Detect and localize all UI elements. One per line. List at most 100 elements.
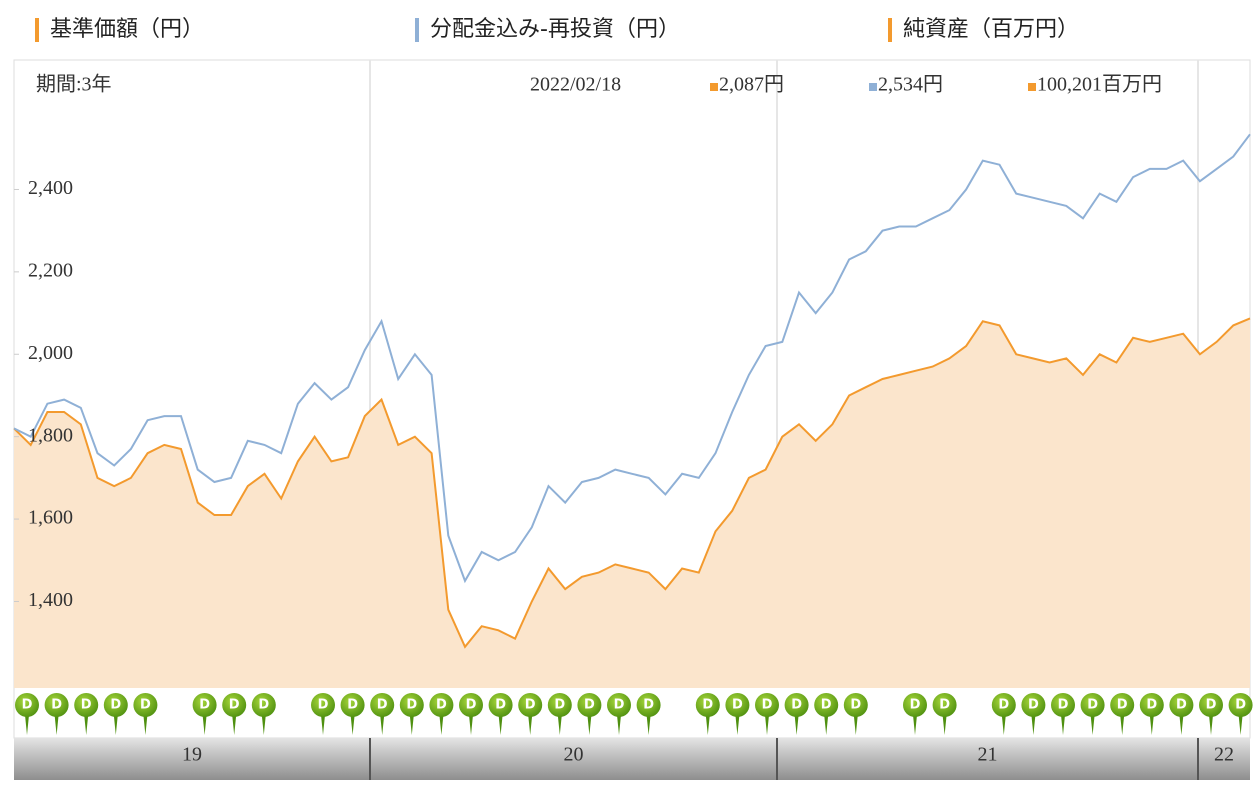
dividend-label: D bbox=[614, 698, 625, 713]
dividend-label: D bbox=[229, 698, 240, 713]
dividend-pin bbox=[113, 715, 118, 735]
dividend-pin bbox=[1001, 715, 1006, 735]
dividend-label: D bbox=[643, 698, 654, 713]
dividend-pin bbox=[409, 715, 414, 735]
dividend-label: D bbox=[850, 698, 861, 713]
dividend-marker bbox=[636, 693, 661, 717]
dividend-marker bbox=[903, 693, 927, 717]
dividend-marker bbox=[74, 693, 99, 717]
dividend-label: D bbox=[910, 698, 921, 713]
dividend-pin bbox=[1149, 715, 1154, 735]
dividend-pin bbox=[350, 715, 355, 735]
dividend-marker bbox=[429, 693, 454, 717]
dividend-label: D bbox=[1206, 698, 1217, 713]
dividend-marker bbox=[340, 693, 365, 717]
dividend-pin bbox=[587, 715, 592, 735]
dividend-marker bbox=[370, 693, 395, 717]
dividend-pin bbox=[1120, 715, 1125, 735]
dividend-label: D bbox=[762, 698, 773, 713]
legend-swatch bbox=[869, 83, 877, 91]
legend-value: 2,534円 bbox=[878, 74, 943, 96]
x-tick-label: 19 bbox=[182, 744, 202, 766]
dividend-marker bbox=[547, 693, 572, 717]
period-label: 期間:3年 bbox=[36, 73, 112, 96]
dividend-marker bbox=[725, 693, 750, 717]
x-tick-label: 22 bbox=[1214, 744, 1234, 766]
header-bar bbox=[35, 18, 39, 42]
dividend-label: D bbox=[1146, 698, 1157, 713]
dividend-marker bbox=[311, 693, 335, 717]
dividend-marker bbox=[1199, 693, 1223, 717]
header-label: 純資産（百万円） bbox=[903, 17, 1079, 42]
dividend-label: D bbox=[998, 698, 1009, 713]
series-line bbox=[13, 133, 1251, 584]
y-tick-label: 2,200 bbox=[28, 259, 73, 281]
dividend-pin bbox=[705, 715, 710, 735]
legend-swatch bbox=[710, 83, 718, 91]
dividend-marker bbox=[15, 693, 39, 717]
dividend-label: D bbox=[436, 698, 447, 713]
dividend-label: D bbox=[1117, 698, 1128, 713]
dividend-pin bbox=[824, 715, 829, 735]
dividend-label: D bbox=[1087, 698, 1098, 713]
dividend-marker bbox=[103, 693, 128, 717]
dividend-label: D bbox=[110, 698, 121, 713]
dividend-label: D bbox=[495, 698, 506, 713]
dividend-pin bbox=[232, 715, 237, 735]
dividend-marker bbox=[1169, 693, 1194, 717]
year-band bbox=[1198, 738, 1250, 780]
dividend-marker bbox=[1051, 693, 1075, 717]
dividend-pin bbox=[54, 715, 59, 735]
dividend-label: D bbox=[140, 698, 151, 713]
y-tick-label: 2,000 bbox=[28, 342, 73, 364]
dividend-pin bbox=[1209, 715, 1213, 735]
dividend-marker bbox=[133, 693, 158, 717]
dividend-label: D bbox=[199, 698, 210, 713]
dividend-label: D bbox=[791, 698, 802, 713]
dividend-marker bbox=[1021, 693, 1046, 717]
dividend-label: D bbox=[22, 698, 33, 713]
dividend-pin bbox=[469, 715, 473, 735]
dividend-marker bbox=[459, 693, 483, 717]
series-line bbox=[13, 317, 1251, 649]
dividend-pin bbox=[84, 715, 89, 735]
dividend-pin bbox=[942, 715, 947, 735]
dividend-marker bbox=[843, 693, 868, 717]
dividend-pin bbox=[913, 715, 917, 735]
dividend-label: D bbox=[821, 698, 832, 713]
dividend-marker bbox=[44, 693, 69, 717]
date-label: 2022/02/18 bbox=[530, 74, 621, 96]
dividend-label: D bbox=[347, 698, 358, 713]
dividend-pin bbox=[261, 715, 266, 735]
legend-value: 100,201百万円 bbox=[1037, 74, 1162, 96]
dividend-marker bbox=[695, 693, 720, 717]
header-bar bbox=[888, 18, 892, 42]
dividend-label: D bbox=[939, 698, 950, 713]
dividend-pin bbox=[528, 715, 533, 735]
dividend-pin bbox=[794, 715, 799, 735]
dividend-label: D bbox=[702, 698, 713, 713]
dividend-pin bbox=[1031, 715, 1036, 735]
dividend-marker bbox=[755, 693, 779, 717]
year-band bbox=[777, 738, 1198, 780]
dividend-label: D bbox=[318, 698, 329, 713]
header-label: 基準価額（円） bbox=[50, 17, 204, 42]
dividend-pin bbox=[1090, 715, 1095, 735]
x-tick-label: 21 bbox=[978, 744, 998, 766]
dividend-pin bbox=[1061, 715, 1065, 735]
dividend-label: D bbox=[732, 698, 743, 713]
dividend-marker bbox=[399, 693, 424, 717]
dividend-marker bbox=[518, 693, 543, 717]
legend-value: 2,087円 bbox=[719, 74, 784, 96]
dividend-label: D bbox=[406, 698, 417, 713]
header-label: 分配金込み-再投資（円） bbox=[430, 17, 680, 42]
y-tick-label: 1,800 bbox=[28, 424, 73, 446]
dividend-marker bbox=[251, 693, 276, 717]
dividend-marker bbox=[784, 693, 809, 717]
dividend-marker bbox=[192, 693, 217, 717]
dividend-marker bbox=[1110, 693, 1135, 717]
y-tick-label: 2,400 bbox=[28, 177, 73, 199]
dividend-pin bbox=[617, 715, 621, 735]
